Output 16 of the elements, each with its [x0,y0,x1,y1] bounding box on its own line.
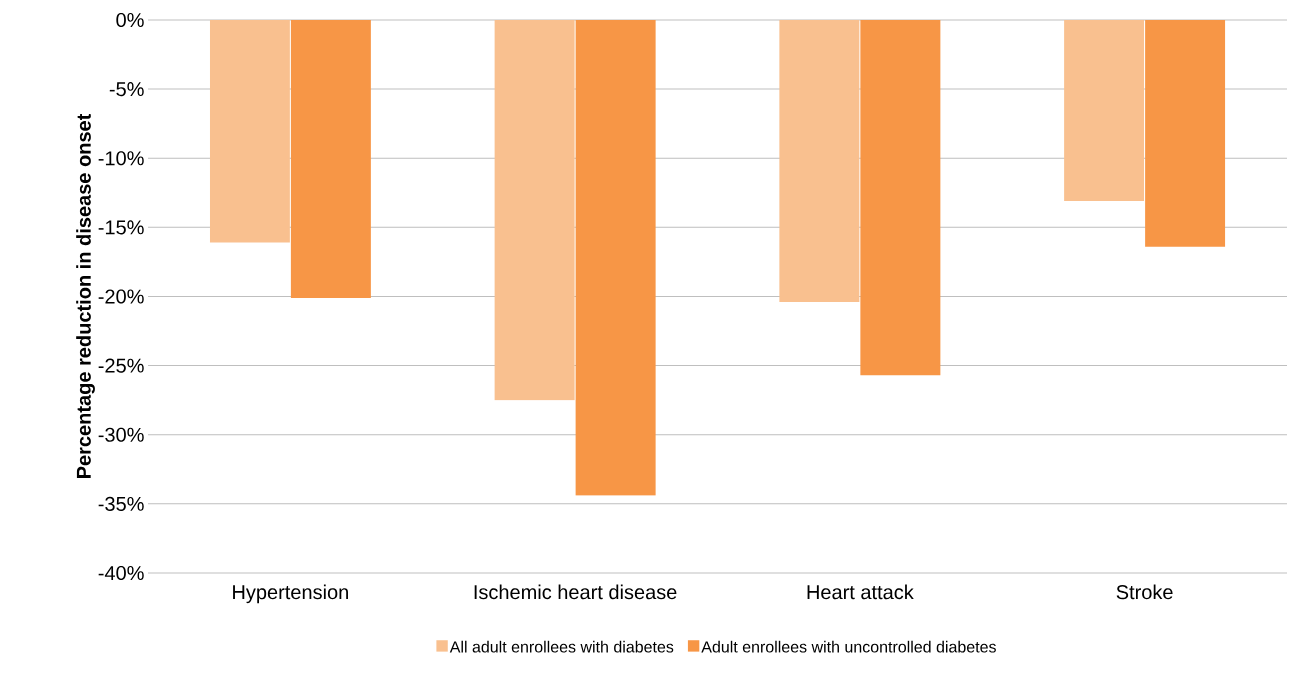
y-tick-label: -20% [98,289,144,304]
y-tick-label: 0% [116,12,144,28]
legend-label: Adult enrollees with uncontrolled diabetes [701,640,996,653]
y-tick-label: -40% [98,565,144,581]
y-tick-label: -10% [98,151,144,166]
y-tick-label: -35% [98,496,144,511]
legend-label: All adult enrollees with diabetes [449,640,674,653]
x-tick-label: Heart attack [807,584,914,600]
y-tick-label: -25% [98,358,144,373]
y-tick-label: -30% [98,427,144,442]
y-axis-title: Percentage reduction in disease onset [76,113,95,478]
x-tick-label: Stroke [1116,584,1173,600]
x-tick-label: Ischemic heart disease [474,584,677,600]
x-tick-label: Hypertension [233,584,348,604]
y-tick-label: -15% [98,220,144,235]
y-tick-label: -5% [109,82,144,97]
